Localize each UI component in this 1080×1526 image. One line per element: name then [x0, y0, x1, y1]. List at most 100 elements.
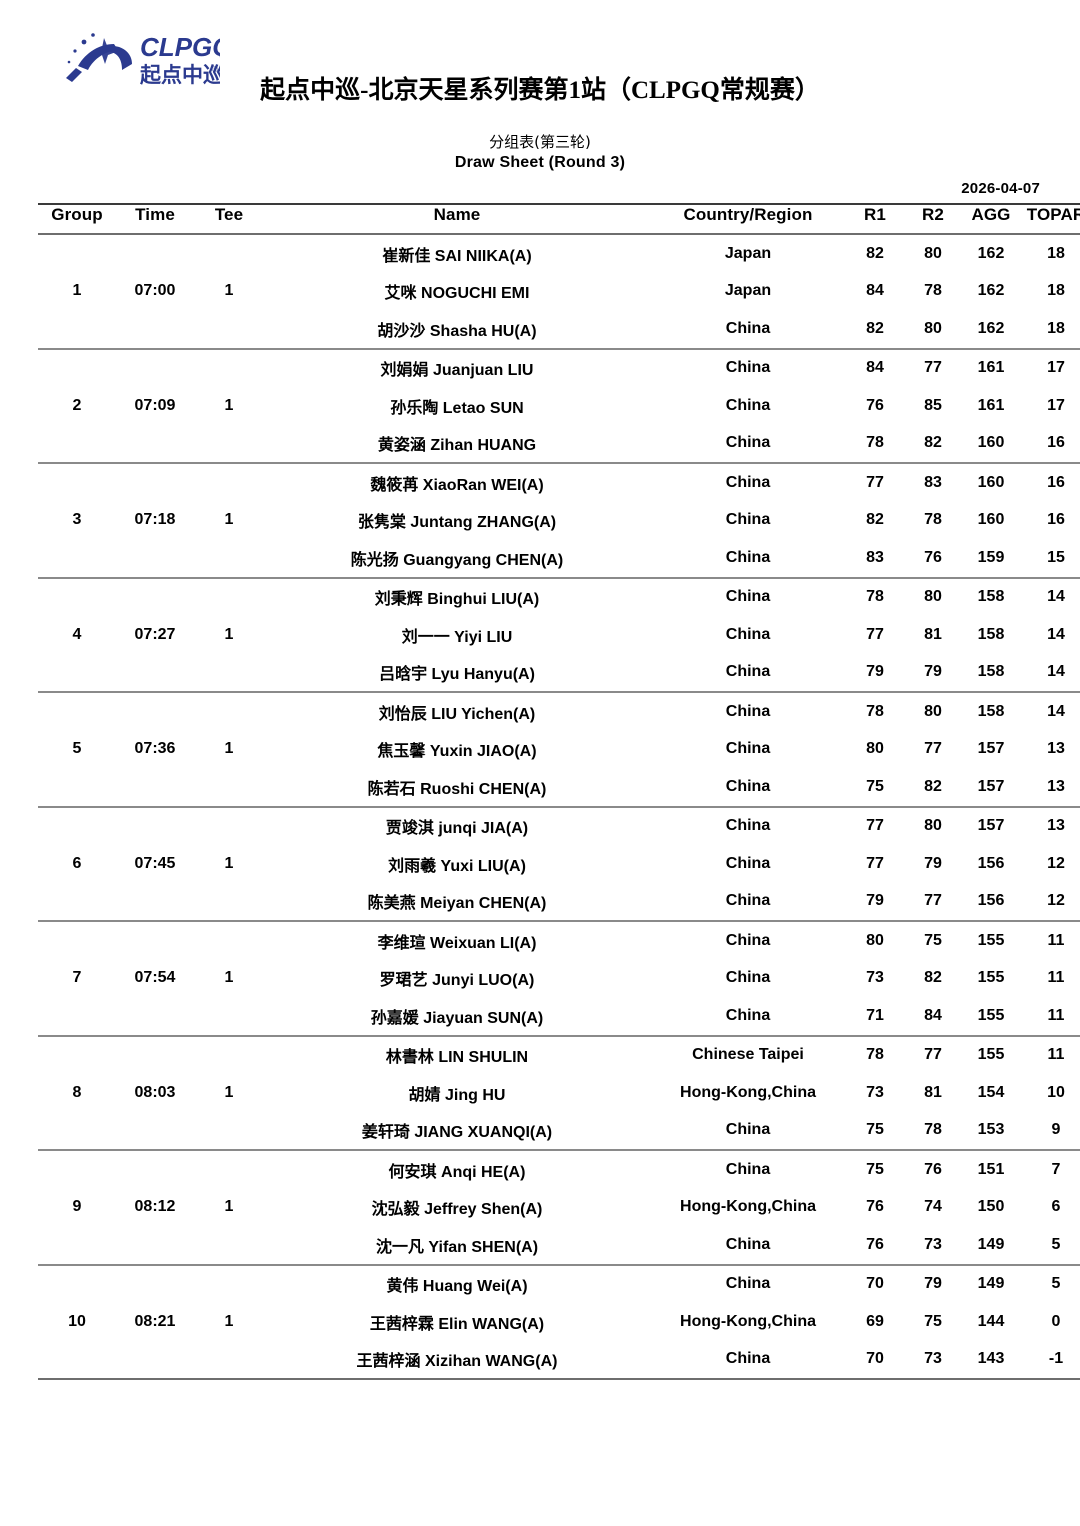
- table-row: 3 07:18 1 魏筱苒 XiaoRan WEI(A) China 77 83 160 16: [38, 464, 1080, 529]
- cell-topar: 18: [1047, 282, 1065, 300]
- cell-group: 6: [72, 854, 82, 872]
- cell-r1: 82: [866, 511, 884, 529]
- cell-topar: 10: [1047, 1083, 1065, 1101]
- cell-country-region: China: [725, 548, 771, 566]
- player-name-latin: Yifan SHEN(A): [423, 1238, 539, 1256]
- col-header-time: Time: [135, 205, 175, 224]
- player-name-chinese: 刘雨羲: [388, 855, 437, 875]
- cell-r2: 74: [924, 1198, 942, 1216]
- player-name-latin: Yuxi LIU(A): [436, 857, 526, 875]
- col-header-topar: TOPAR: [1026, 205, 1080, 224]
- cell-topar: 13: [1047, 740, 1065, 758]
- player-name-latin: Jeffrey Shen(A): [419, 1201, 543, 1219]
- cell-agg: 149: [977, 1275, 1005, 1293]
- cell-tee: 1: [224, 396, 234, 414]
- cell-agg: 158: [977, 588, 1005, 606]
- cell-time: 07:36: [134, 740, 176, 758]
- group-separator: [38, 1034, 1080, 1037]
- cell-r2: 82: [924, 777, 942, 795]
- cell-agg: 155: [977, 1006, 1005, 1024]
- cell-country-region: China: [725, 854, 771, 872]
- group-separator: [38, 920, 1080, 922]
- player-name-latin: Jing HU: [440, 1086, 506, 1104]
- cell-player-name: 林書林 LIN SHULIN: [264, 1037, 650, 1075]
- cell-country-region: China: [725, 969, 771, 987]
- cell-r1: 79: [866, 892, 884, 910]
- cell-r2: 80: [924, 702, 942, 720]
- cell-agg: 162: [977, 244, 1005, 262]
- player-name-chinese: 刘怡辰: [378, 703, 427, 723]
- subtitle-chinese: 分组表(第三轮): [489, 133, 591, 151]
- cell-topar: -1: [1048, 1350, 1064, 1368]
- sheet-date: 2026-04-07: [961, 180, 1040, 197]
- cell-topar: 13: [1047, 817, 1065, 835]
- player-name-chinese: 陈若石: [367, 778, 416, 798]
- cell-player-name: 沈弘毅 Jeffrey Shen(A): [264, 1189, 650, 1227]
- cell-agg: 153: [977, 1121, 1005, 1139]
- cell-r2: 77: [924, 359, 942, 377]
- cell-agg: 150: [977, 1198, 1005, 1216]
- cell-country-region: China: [725, 702, 771, 720]
- player-name-chinese: 沈一凡: [375, 1236, 424, 1256]
- table-row: 10 08:21 1 黄伟 Huang Wei(A) China 70 79 149 5: [38, 1266, 1080, 1330]
- group-separator: [38, 691, 1080, 693]
- player-name-chinese: 何安琪: [388, 1161, 437, 1181]
- player-name-chinese: 贾竣淇: [385, 818, 434, 838]
- page-header: CLPGQ 起点中巡 ® 起点中巡-北京天星系列赛第1站（CLPGQ常规赛）: [0, 0, 1080, 118]
- cell-country-region: China: [725, 1275, 771, 1293]
- cell-topar: 5: [1051, 1235, 1061, 1253]
- cell-r1: 82: [866, 319, 884, 337]
- cell-player-name: 沈一凡 Yifan SHEN(A): [264, 1226, 650, 1264]
- cell-r2: 77: [924, 740, 942, 758]
- cell-player-name: 王茜梓霖 Elin WANG(A): [264, 1303, 650, 1341]
- cell-r2: 76: [924, 1160, 942, 1178]
- cell-player-name: 刘娟娟 Juanjuan LIU: [264, 350, 650, 388]
- col-header-group: Group: [51, 205, 103, 224]
- cell-topar: 15: [1047, 548, 1065, 566]
- cell-topar: 11: [1047, 1006, 1065, 1024]
- cell-r2: 80: [924, 244, 942, 262]
- cell-agg: 160: [977, 473, 1005, 491]
- header-row: Group Time Tee Name Country/Region R1 R2…: [38, 205, 1080, 233]
- cell-group: 9: [72, 1198, 82, 1216]
- cell-player-name: 黄伟 Huang Wei(A): [264, 1266, 650, 1304]
- table-row: 陈美燕 Meiyan CHEN(A) China 79 77 156 12: [38, 883, 1080, 921]
- cell-r1: 76: [866, 1235, 884, 1253]
- cell-player-name: 刘雨羲 Yuxi LIU(A): [264, 845, 650, 883]
- cell-topar: 14: [1047, 588, 1065, 606]
- cell-country-region: China: [725, 777, 771, 795]
- cell-topar: 11: [1047, 1046, 1065, 1064]
- cell-player-name: 陈若石 Ruoshi CHEN(A): [264, 768, 650, 806]
- cell-player-name: 胡婧 Jing HU: [264, 1074, 650, 1112]
- cell-topar: 18: [1047, 319, 1065, 337]
- cell-agg: 154: [977, 1083, 1005, 1101]
- cell-r2: 81: [924, 625, 942, 643]
- player-name-chinese: 孙嘉媛: [370, 1007, 419, 1027]
- player-name-latin: Elin WANG(A): [433, 1315, 545, 1333]
- cell-tee: 1: [224, 511, 234, 529]
- cell-tee: 1: [224, 625, 234, 643]
- cell-time: 07:00: [134, 282, 176, 300]
- table-row: 吕晗宇 Lyu Hanyu(A) China 79 79 158 14: [38, 654, 1080, 692]
- cell-country-region: China: [725, 1350, 771, 1368]
- cell-agg: 157: [977, 817, 1005, 835]
- cell-player-name: 胡沙沙 Shasha HU(A): [264, 310, 650, 348]
- cell-player-name: 李维瑄 Weixuan LI(A): [264, 922, 650, 960]
- player-name-latin: Weixuan LI(A): [425, 934, 537, 952]
- player-name-latin: Anqi HE(A): [436, 1163, 526, 1181]
- col-header-name: Name: [433, 205, 481, 224]
- cell-topar: 12: [1047, 892, 1065, 910]
- table-row: 7 07:54 1 李维瑄 Weixuan LI(A) China 80 75 155 11: [38, 922, 1080, 987]
- cell-country-region: China: [725, 931, 771, 949]
- cell-time: 08:12: [134, 1198, 176, 1216]
- cell-tee: 1: [224, 969, 234, 987]
- cell-topar: 11: [1047, 969, 1065, 987]
- cell-topar: 5: [1051, 1275, 1061, 1293]
- cell-player-name: 刘秉辉 Binghui LIU(A): [264, 579, 650, 617]
- cell-r1: 83: [866, 548, 884, 566]
- cell-country-region: China: [725, 319, 771, 337]
- table-row: 姜轩琦 JIANG XUANQI(A) China 75 78 153 9: [38, 1112, 1080, 1150]
- cell-agg: 157: [977, 777, 1005, 795]
- cell-r2: 77: [924, 892, 942, 910]
- col-header-agg: AGG: [971, 205, 1011, 224]
